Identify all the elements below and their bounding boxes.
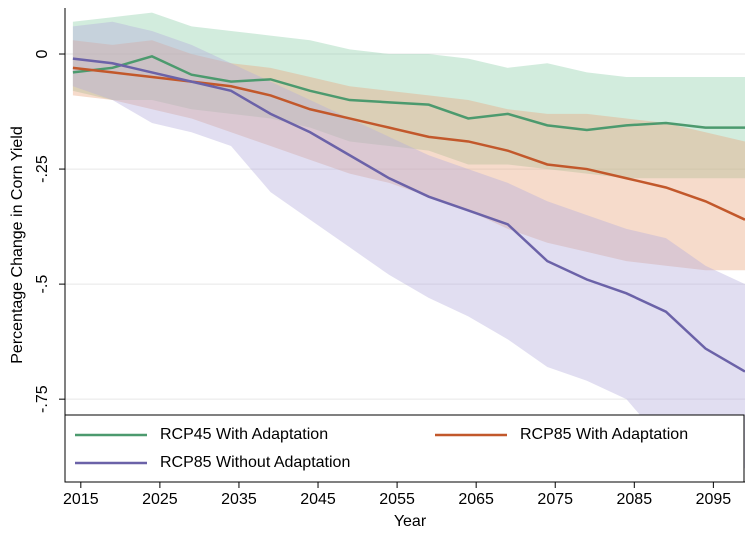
x-tick-label: 2025	[142, 491, 178, 508]
x-tick-label: 2015	[63, 491, 99, 508]
y-tick-label: 0	[34, 49, 51, 58]
bands	[65, 12, 745, 469]
legend-label: RCP45 With Adaptation	[160, 426, 328, 443]
x-axis-label: Year	[394, 513, 427, 530]
y-tick-label: -.5	[34, 275, 51, 294]
series-line	[72, 57, 745, 373]
x-tick-label: 2095	[696, 491, 732, 508]
x-tick-label: 2085	[617, 491, 653, 508]
y-tick-label: -.25	[34, 155, 51, 183]
lines	[72, 54, 745, 373]
y-tick-label: -.75	[34, 385, 51, 413]
x-tick-label: 2035	[221, 491, 257, 508]
x-tick-label: 2045	[300, 491, 336, 508]
legend-label: RCP85 With Adaptation	[520, 426, 688, 443]
confidence-band	[72, 21, 745, 469]
x-tick-label: 2055	[379, 491, 415, 508]
confidence-band	[72, 12, 745, 179]
legend-box	[64, 414, 745, 483]
legend-label: RCP85 Without Adaptation	[160, 454, 350, 471]
series-line	[72, 54, 745, 132]
x-tick-label: 2075	[537, 491, 573, 508]
y-axis-label: Percentage Change in Corn Yield	[9, 126, 26, 364]
x-tick-label: 2065	[458, 491, 494, 508]
